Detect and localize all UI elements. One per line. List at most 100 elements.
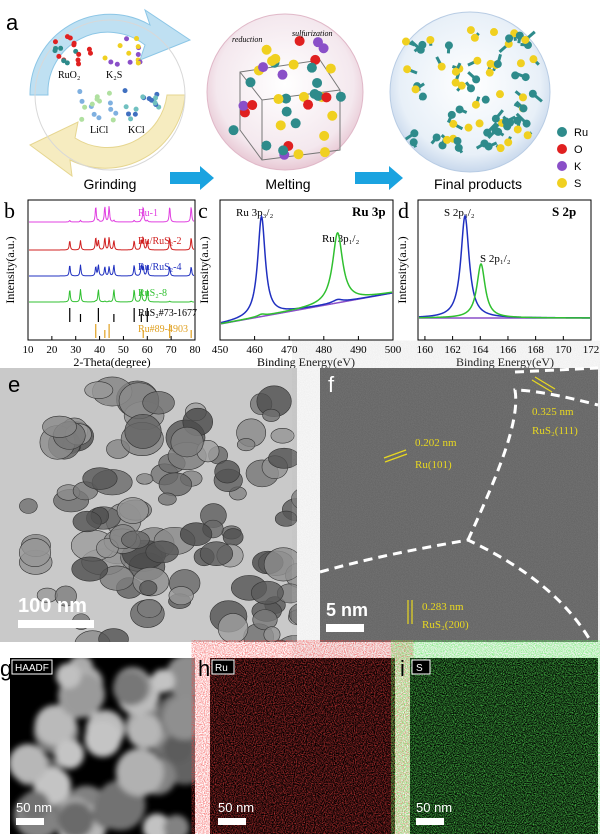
grain-boundary	[319, 538, 592, 641]
atom	[519, 104, 528, 113]
atom	[135, 44, 141, 50]
atom	[275, 120, 286, 131]
particle	[34, 705, 76, 746]
atom	[76, 51, 82, 57]
atom	[110, 117, 116, 123]
atom	[133, 106, 139, 112]
atom	[132, 111, 138, 117]
xrd-trace	[29, 235, 195, 251]
atom	[124, 36, 130, 42]
lattice-texture	[320, 368, 598, 642]
atom	[473, 56, 482, 65]
xps-curve	[220, 214, 393, 324]
panel-label: h	[198, 656, 210, 681]
legend: Ru OKS	[557, 127, 588, 190]
xps-curve	[418, 262, 591, 319]
image-tag: HAADF	[15, 663, 49, 674]
atom	[504, 138, 513, 147]
atom	[471, 100, 480, 109]
material-label: K₂S	[106, 70, 122, 81]
particle	[236, 438, 256, 452]
atom	[134, 36, 140, 42]
atom	[281, 93, 292, 104]
tag-box	[211, 659, 235, 675]
atom	[76, 61, 82, 67]
particle	[274, 510, 297, 527]
atom	[135, 51, 141, 57]
atom	[303, 99, 314, 110]
particle	[54, 739, 85, 769]
xrd-trace	[29, 206, 195, 223]
atom	[113, 110, 119, 116]
atom	[127, 59, 133, 65]
particle	[42, 415, 77, 438]
particle	[145, 540, 179, 564]
atom	[86, 46, 92, 52]
atom	[505, 34, 514, 43]
panel-c: c Ru 3p Intensity(a.u.) Binding Energy(e…	[197, 198, 394, 369]
particle	[137, 599, 162, 618]
particle	[139, 580, 158, 596]
atom	[494, 127, 503, 136]
legend-swatch	[557, 127, 567, 137]
atom	[58, 45, 64, 51]
particle	[199, 541, 234, 566]
atom	[454, 143, 463, 152]
x-tick-label: 164	[472, 344, 489, 356]
legend-swatch	[557, 161, 567, 171]
plot-frame	[219, 199, 394, 341]
x-tick-label: 166	[500, 344, 517, 356]
atom	[122, 88, 128, 94]
chart-title: Ru 3p	[352, 204, 386, 219]
cycle-ring	[34, 19, 186, 171]
legend-label: S	[574, 178, 581, 190]
scale-label: 100 nm	[18, 595, 87, 617]
atom	[294, 35, 305, 46]
particle	[19, 498, 38, 514]
xps-curve	[418, 214, 591, 319]
annotation: 0.202 nm	[415, 437, 457, 449]
peak-label: S 2p₃/₂	[444, 207, 475, 219]
atom	[64, 60, 70, 66]
atom	[117, 43, 123, 49]
atom	[67, 35, 73, 41]
atom	[149, 97, 155, 103]
legend-swatch	[557, 178, 567, 188]
atom	[325, 63, 336, 74]
atom	[281, 106, 292, 117]
legend-label: K	[574, 161, 582, 173]
xps-curve	[220, 231, 393, 325]
particle	[115, 748, 164, 797]
atom	[94, 96, 100, 102]
atom	[496, 144, 505, 153]
atom	[306, 62, 317, 73]
particle	[18, 538, 52, 567]
atom	[298, 91, 309, 102]
panel-label: c	[198, 198, 208, 223]
particle	[214, 460, 241, 484]
atom	[403, 65, 412, 74]
atom	[288, 59, 299, 70]
atom	[401, 37, 410, 46]
atom	[426, 35, 435, 44]
atom	[318, 43, 329, 54]
atom	[529, 55, 538, 64]
atom	[126, 50, 132, 56]
particle	[158, 492, 177, 506]
atom	[483, 128, 492, 137]
xrd-trace	[29, 264, 195, 277]
atom	[102, 55, 108, 61]
material-label: KCl	[128, 125, 145, 136]
atom	[449, 119, 458, 128]
atom	[515, 31, 524, 40]
trace-label: Ru#89-4903	[138, 324, 188, 335]
particle	[263, 547, 297, 582]
x-tick-label: 450	[212, 344, 229, 356]
annotation: Ru(101)	[415, 459, 452, 471]
step-arrow	[355, 166, 403, 190]
atom	[140, 94, 146, 100]
plot-frame	[27, 199, 196, 341]
x-tick-label: 60	[142, 344, 154, 356]
atom	[522, 119, 531, 128]
